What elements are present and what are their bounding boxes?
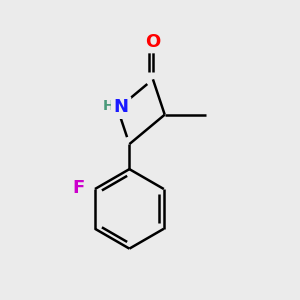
Text: H: H xyxy=(102,99,114,113)
Text: O: O xyxy=(145,33,160,51)
Text: N: N xyxy=(114,98,129,116)
Text: F: F xyxy=(73,178,85,196)
